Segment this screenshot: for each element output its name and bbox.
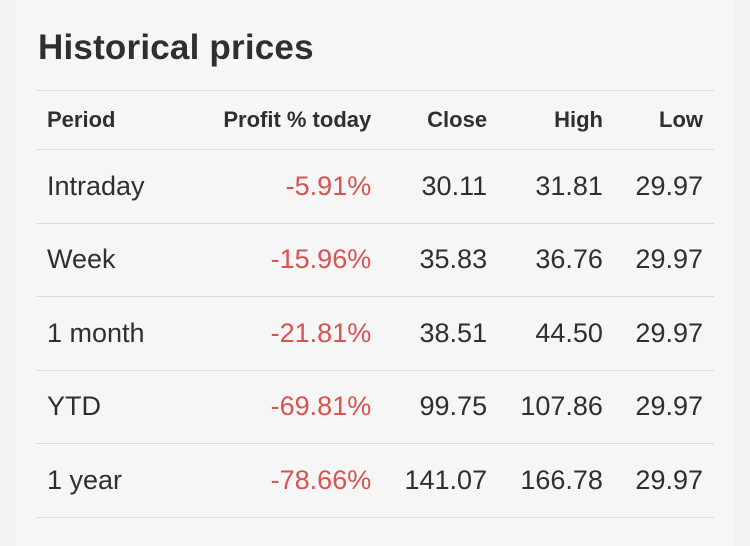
column-header-low: Low <box>613 90 714 150</box>
profit-cell: -69.81% <box>182 370 383 444</box>
section-title: Historical prices <box>38 28 314 67</box>
close-cell: 99.75 <box>382 370 499 444</box>
close-cell: 38.51 <box>382 296 499 371</box>
high-cell: 107.86 <box>498 370 614 444</box>
close-cell: 35.83 <box>382 223 499 297</box>
table-row: Week -15.96% 35.83 36.76 29.97 <box>36 223 714 297</box>
historical-prices-table: Period Profit % today Close High Low Int… <box>36 90 714 518</box>
high-cell: 36.76 <box>498 223 614 297</box>
period-cell: YTD <box>36 370 183 444</box>
low-cell: 29.97 <box>613 370 714 444</box>
high-cell: 31.81 <box>498 149 614 224</box>
table-row: Intraday -5.91% 30.11 31.81 29.97 <box>36 149 714 224</box>
low-cell: 29.97 <box>613 223 714 297</box>
period-cell: Intraday <box>36 149 183 224</box>
period-cell: 1 year <box>36 443 183 518</box>
close-cell: 141.07 <box>382 443 499 518</box>
low-cell: 29.97 <box>613 443 714 518</box>
high-cell: 44.50 <box>498 296 614 371</box>
low-cell: 29.97 <box>613 296 714 371</box>
profit-cell: -15.96% <box>182 223 383 297</box>
profit-cell: -5.91% <box>182 149 383 224</box>
profit-cell: -21.81% <box>182 296 383 371</box>
column-header-period: Period <box>36 90 183 150</box>
close-cell: 30.11 <box>382 149 499 224</box>
high-cell: 166.78 <box>498 443 614 518</box>
column-header-high: High <box>498 90 614 150</box>
column-header-profit: Profit % today <box>182 90 383 150</box>
table-row: 1 month -21.81% 38.51 44.50 29.97 <box>36 296 714 371</box>
profit-cell: -78.66% <box>182 443 383 518</box>
low-cell: 29.97 <box>613 149 714 224</box>
column-header-close: Close <box>382 90 499 150</box>
period-cell: Week <box>36 223 183 297</box>
period-cell: 1 month <box>36 296 183 371</box>
table-row: 1 year -78.66% 141.07 166.78 29.97 <box>36 443 714 518</box>
table-header-row: Period Profit % today Close High Low <box>36 90 714 150</box>
table-row: YTD -69.81% 99.75 107.86 29.97 <box>36 370 714 444</box>
historical-prices-card: Historical prices Period Profit % today … <box>16 0 734 546</box>
